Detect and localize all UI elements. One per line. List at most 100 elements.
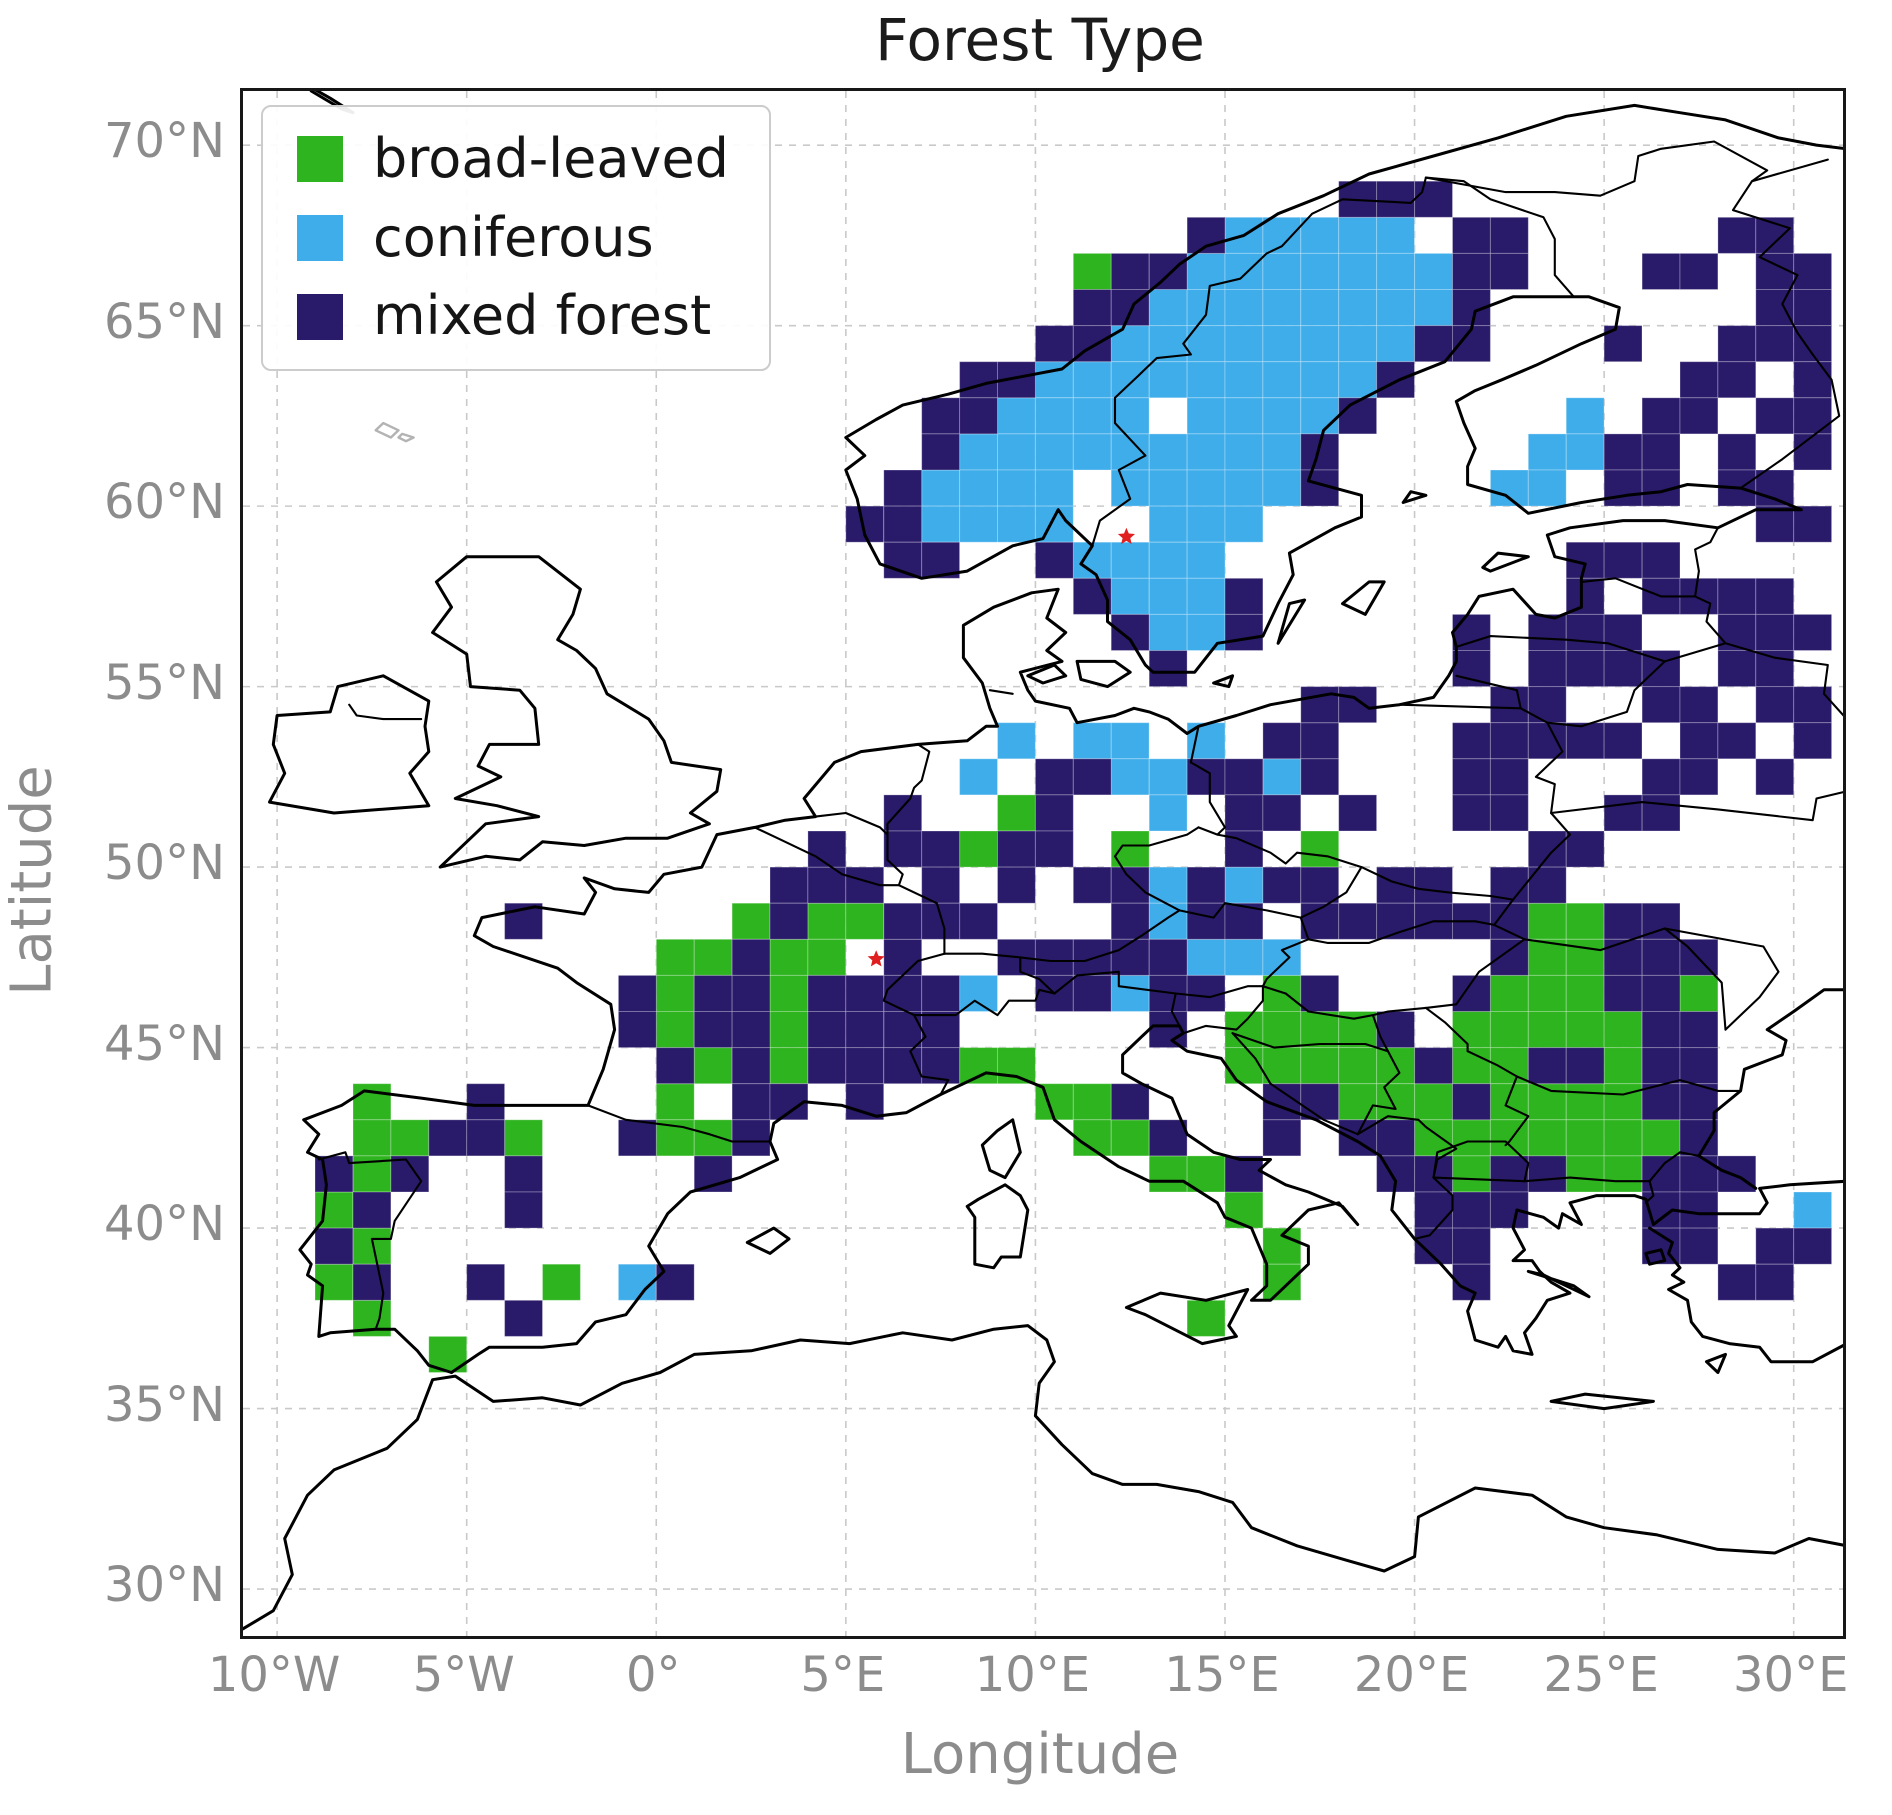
forest-cell — [466, 1119, 506, 1157]
forest-cell — [1717, 1263, 1757, 1301]
y-tick-label: 70°N — [104, 113, 225, 170]
forest-cell — [1148, 505, 1188, 543]
forest-cell — [1755, 577, 1795, 615]
forest-cell — [1527, 902, 1567, 940]
forest-cell — [1489, 1011, 1529, 1049]
country-border — [886, 833, 904, 887]
country-border — [1307, 920, 1496, 944]
forest-cell — [997, 830, 1036, 868]
forest-cell — [883, 794, 923, 832]
forest-cell — [1186, 433, 1226, 471]
forest-cell — [959, 1047, 998, 1085]
forest-cell — [959, 830, 998, 868]
forest-cell — [655, 974, 695, 1013]
forest-cell — [1793, 252, 1833, 290]
forest-cell — [1603, 1011, 1643, 1049]
forest-cell — [1072, 433, 1112, 471]
forest-cell — [1565, 397, 1605, 435]
forest-cell — [1565, 613, 1605, 652]
coastline-layer — [243, 91, 1843, 1631]
forest-cell — [1452, 794, 1491, 832]
country-border — [1371, 1014, 1390, 1053]
coastline — [1124, 1288, 1250, 1346]
forest-cell — [1565, 1047, 1605, 1085]
forest-cell — [1603, 469, 1643, 507]
country-border — [1231, 1032, 1390, 1053]
forest-cell — [997, 433, 1036, 471]
forest-cell — [1376, 252, 1415, 290]
forest-cell — [1338, 361, 1378, 399]
forest-cell — [1186, 505, 1226, 543]
forest-cell — [1565, 1083, 1605, 1121]
forest-cell — [1452, 1083, 1491, 1121]
forest-cell — [1338, 252, 1378, 290]
coastline — [1276, 598, 1307, 645]
forest-cell — [1148, 433, 1188, 471]
forest-cell — [1755, 613, 1795, 652]
forest-cell — [959, 902, 998, 940]
forest-cell — [845, 1047, 885, 1085]
coastline — [1648, 1226, 1843, 1364]
country-border — [1724, 642, 1843, 717]
forest-cell — [921, 469, 961, 507]
forest-cell — [1148, 577, 1188, 615]
forest-cell — [1224, 505, 1264, 543]
forest-cell — [1110, 613, 1150, 652]
forest-cell — [1300, 252, 1340, 290]
forest-cell — [504, 1155, 544, 1193]
forest-cell — [352, 1227, 392, 1265]
forest-cell — [1262, 974, 1302, 1013]
forest-cell — [959, 433, 998, 471]
forest-cell — [1300, 397, 1340, 435]
forest-cell — [1414, 866, 1453, 904]
forest-cell — [1414, 325, 1453, 363]
cells-layer — [314, 180, 1833, 1374]
forest-cell — [921, 866, 961, 904]
forest-cell — [617, 1011, 657, 1049]
map-svg — [243, 91, 1843, 1636]
forest-cell — [959, 469, 998, 507]
forest-cell — [1300, 325, 1340, 363]
coastline — [1481, 551, 1530, 573]
country-border — [814, 811, 889, 836]
coastline — [1212, 674, 1235, 689]
forest-cell — [997, 469, 1036, 507]
forest-cell — [1679, 1191, 1719, 1229]
forest-cell — [1527, 830, 1567, 868]
forest-cell — [1489, 794, 1529, 832]
country-border — [882, 952, 946, 1017]
forest-cell — [921, 1011, 961, 1049]
forest-cell — [845, 902, 885, 940]
y-tick-label: 45°N — [104, 1015, 225, 1072]
x-tick-label: 10°E — [974, 1647, 1091, 1703]
country-border — [913, 988, 1056, 1017]
forest-cell — [1186, 1299, 1226, 1337]
forest-cell — [731, 974, 771, 1013]
country-border — [886, 743, 931, 836]
country-border — [1493, 898, 1515, 926]
x-axis-label: Longitude — [900, 1722, 1180, 1787]
forest-cell — [1489, 974, 1529, 1013]
forest-cell — [1565, 722, 1605, 760]
coastline — [243, 1324, 1843, 1631]
country-border — [1455, 635, 1666, 663]
forest-cell — [1262, 397, 1302, 435]
forest-cell — [1034, 397, 1074, 435]
country-border — [1550, 791, 1843, 822]
forest-cell — [1148, 758, 1188, 796]
forest-cell — [1755, 505, 1795, 543]
forest-cell — [883, 1047, 923, 1085]
forest-cell — [1034, 325, 1074, 363]
forest-cell — [1603, 974, 1643, 1013]
forest-cell — [1262, 722, 1302, 760]
forest-cell — [1338, 1083, 1378, 1121]
country-border — [1360, 866, 1515, 901]
forest-cell — [1376, 1083, 1415, 1121]
forest-cell — [1641, 252, 1681, 290]
forest-cell — [1679, 686, 1719, 724]
country-border — [1493, 923, 1526, 941]
forest-cell — [1641, 938, 1681, 976]
forest-cell — [1527, 469, 1567, 507]
forest-cell — [1565, 938, 1605, 976]
forest-cell — [1527, 1119, 1567, 1157]
